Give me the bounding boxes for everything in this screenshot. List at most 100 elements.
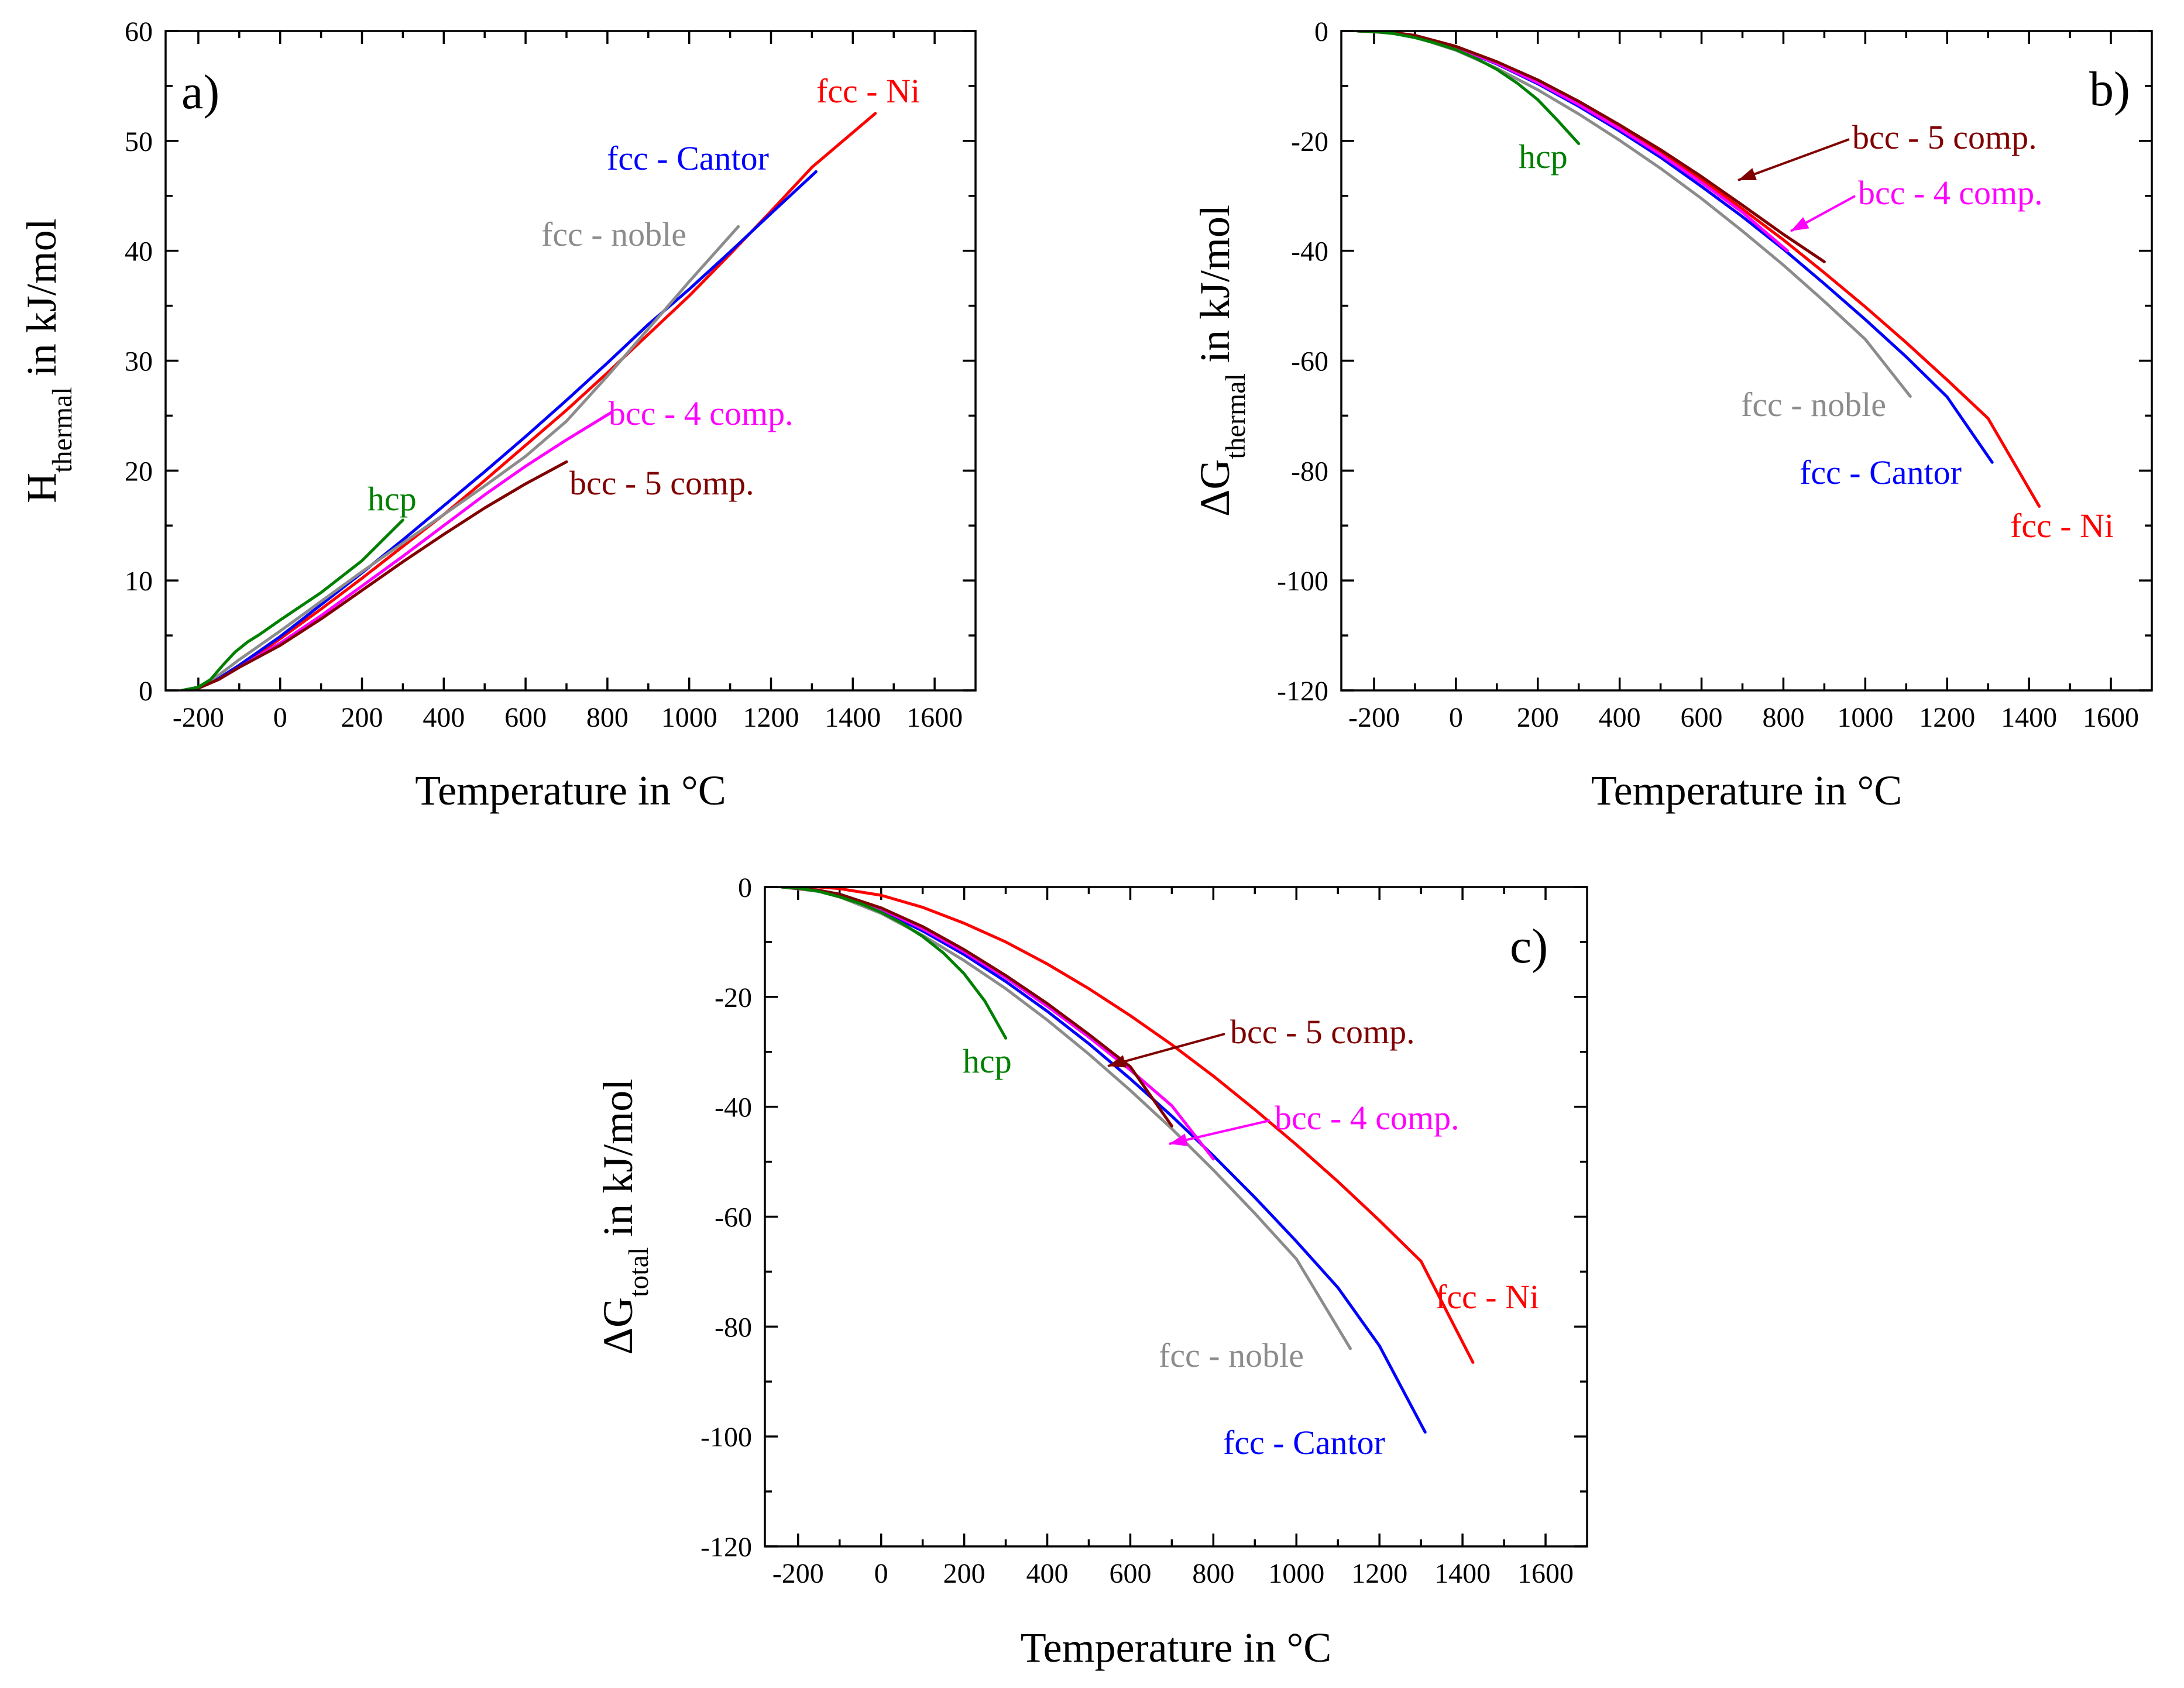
y-axis-title-sub: total: [623, 1247, 654, 1297]
y-tick-label: -20: [715, 982, 752, 1013]
arrow-head-bcc-5: [1108, 1055, 1127, 1068]
x-tick-label: 600: [1681, 702, 1723, 733]
x-tick-label: 1400: [825, 702, 881, 733]
x-tick-label: 1400: [2001, 702, 2057, 733]
series-line-hcp: [1356, 31, 1581, 145]
x-tick-label: 1000: [1837, 702, 1893, 733]
series-label-bcc-5: bcc - 5 comp.: [1852, 118, 2037, 156]
y-axis-title-rest: in kJ/mol: [1191, 205, 1238, 373]
series-line-bcc-5: [180, 460, 568, 690]
x-tick-label: 600: [504, 702, 547, 733]
y-axis-title-main: ΔG: [595, 1297, 641, 1354]
series-label-hcp: hcp: [368, 480, 417, 518]
arrow-head-bcc-5: [1738, 168, 1757, 180]
x-tick-label: 0: [273, 702, 287, 733]
panel-letter: a): [181, 65, 219, 119]
y-tick-label: 10: [125, 566, 153, 597]
x-tick-label: 1600: [906, 702, 963, 733]
y-axis-title-sub: thermal: [1220, 373, 1251, 459]
x-tick-label: 1000: [661, 702, 717, 733]
x-tick-label: 200: [341, 702, 383, 733]
plot-frame: [164, 30, 977, 692]
series-line-fcc-Ni: [779, 887, 1475, 1364]
x-tick-label: 0: [1449, 702, 1463, 733]
arrow-line-bcc-5: [1107, 1033, 1225, 1067]
series-label-bcc-5: bcc - 5 comp.: [569, 464, 754, 502]
series-line-fcc-noble: [1356, 31, 1912, 398]
x-tick-label: 1000: [1268, 1558, 1324, 1589]
y-tick-label: -40: [715, 1092, 752, 1123]
plot-frame: [764, 886, 1588, 1548]
series-label-fcc-Ni: fcc - Ni: [1436, 1278, 1539, 1316]
x-tick-label: -200: [173, 702, 224, 733]
series-label-fcc-Ni: fcc - Ni: [2010, 507, 2114, 545]
y-tick-label: -80: [1291, 456, 1328, 487]
x-tick-label: 0: [874, 1558, 888, 1589]
x-tick-label: 1400: [1434, 1558, 1491, 1589]
series-label-bcc-4: bcc - 4 comp.: [609, 394, 794, 432]
y-tick-label: -100: [700, 1422, 752, 1453]
x-axis-title: Temperature in °C: [1021, 1624, 1332, 1671]
series-line-bcc-5: [779, 887, 1173, 1127]
series-line-fcc-Cantor: [1356, 31, 1994, 464]
series-label-fcc-noble: fcc - noble: [541, 215, 686, 253]
series-label-fcc-Cantor: fcc - Cantor: [1223, 1424, 1385, 1462]
y-tick-label: 60: [125, 16, 153, 47]
panel-letter: b): [2089, 62, 2130, 116]
y-axis-title-rest: in kJ/mol: [595, 1079, 641, 1247]
y-tick-label: -100: [1277, 566, 1328, 597]
chart-panel-1: -200 0 200 400 600 800 1000 1200 1400 1600 0 10 20 30…: [18, 16, 977, 814]
arrow-line-bcc-5: [1737, 138, 1850, 181]
y-tick-label: 40: [125, 236, 153, 267]
x-tick-label: 400: [1026, 1558, 1069, 1589]
series-line-hcp: [180, 518, 404, 690]
x-tick-label: 1200: [743, 702, 799, 733]
plot-frame: [1340, 30, 2153, 692]
x-tick-label: -200: [772, 1558, 824, 1589]
x-axis-title: Temperature in °C: [415, 767, 726, 814]
x-tick-label: 1600: [1517, 1558, 1574, 1589]
series-group: [180, 112, 877, 690]
series-group: [779, 887, 1475, 1434]
x-tick-label: 400: [423, 702, 465, 733]
x-tick-label: 1200: [1351, 1558, 1407, 1589]
y-tick-label: 20: [125, 456, 153, 487]
series-label-bcc-5: bcc - 5 comp.: [1230, 1013, 1415, 1051]
y-tick-label: 50: [125, 126, 153, 157]
series-label-fcc-noble: fcc - noble: [1159, 1336, 1304, 1374]
series-line-fcc-Cantor: [180, 170, 818, 690]
y-tick-label: -80: [715, 1312, 752, 1343]
y-axis-title-sub: thermal: [47, 387, 78, 473]
y-axis-title-main: H: [18, 473, 65, 503]
y-tick-label: -120: [1277, 676, 1328, 707]
series-label-fcc-noble: fcc - noble: [1741, 386, 1886, 424]
x-tick-label: -200: [1348, 702, 1400, 733]
y-axis-title-main: ΔG: [1191, 459, 1238, 517]
series-label-bcc-4: bcc - 4 comp.: [1858, 174, 2043, 212]
y-axis-title: ΔGtotal in kJ/mol: [595, 1079, 654, 1355]
series-line-hcp: [779, 887, 1008, 1040]
y-axis-title-rest: in kJ/mol: [18, 218, 65, 387]
y-tick-label: -40: [1291, 236, 1328, 267]
x-tick-label: 200: [943, 1558, 985, 1589]
arrow-head-bcc-4: [1791, 216, 1809, 231]
x-tick-label: 800: [1762, 702, 1804, 733]
series-label-hcp: hcp: [963, 1042, 1012, 1080]
series-label-fcc-Cantor: fcc - Cantor: [607, 139, 769, 177]
x-tick-label: 1200: [1919, 702, 1975, 733]
x-tick-label: 1600: [2083, 702, 2139, 733]
y-axis-title: ΔGthermal in kJ/mol: [1191, 205, 1251, 517]
series-group: [1356, 31, 2041, 508]
x-tick-label: 800: [1192, 1558, 1234, 1589]
series-line-fcc-noble: [180, 225, 740, 690]
x-axis-title: Temperature in °C: [1591, 767, 1903, 814]
y-axis-title: Hthermal in kJ/mol: [18, 218, 78, 503]
y-tick-label: 0: [139, 676, 153, 707]
series-line-bcc-5: [1356, 31, 1826, 263]
x-tick-label: 800: [586, 702, 629, 733]
y-tick-label: -120: [700, 1532, 752, 1563]
x-tick-label: 600: [1109, 1558, 1151, 1589]
series-label-bcc-4: bcc - 4 comp.: [1275, 1099, 1460, 1137]
x-tick-label: 200: [1517, 702, 1559, 733]
